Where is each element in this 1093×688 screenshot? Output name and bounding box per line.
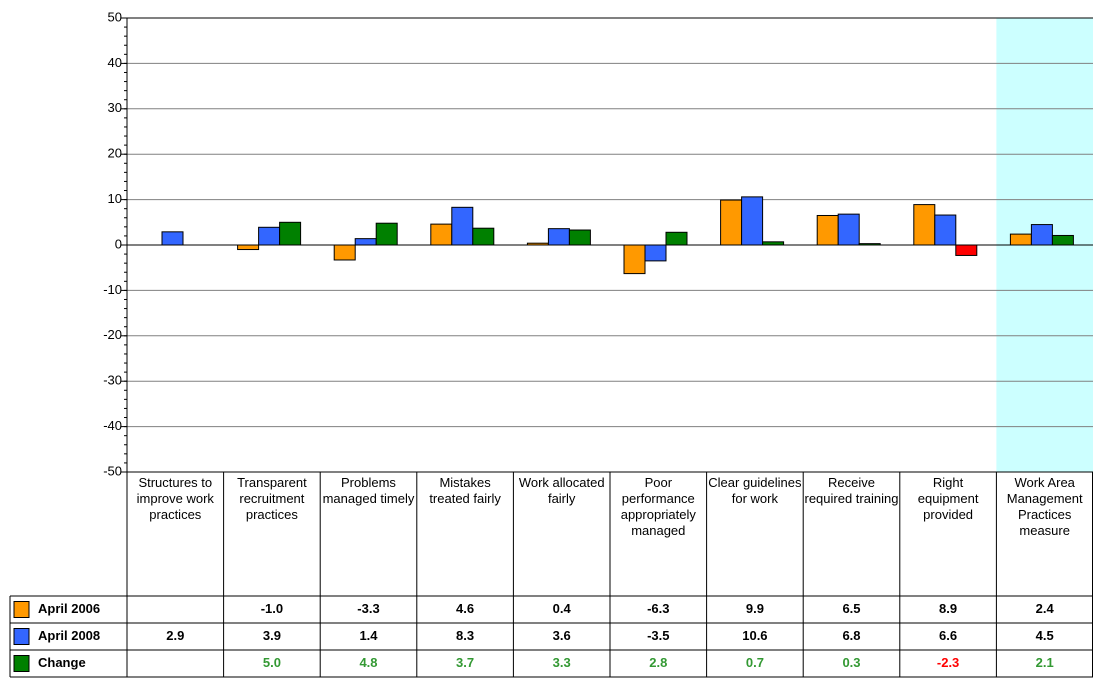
data-label: 2.4	[1036, 601, 1055, 616]
legend-swatch	[13, 655, 30, 672]
legend-swatch	[13, 628, 30, 645]
x-tick-label: Work allocated fairly	[518, 475, 605, 506]
y-tick-label: 40	[108, 55, 122, 70]
bar	[623, 244, 646, 275]
data-label: 6.8	[842, 628, 860, 643]
bar	[1009, 233, 1032, 246]
legend-label: Change	[38, 655, 86, 670]
y-tick-label: 0	[115, 236, 122, 251]
y-tick-label: -10	[103, 282, 122, 297]
category-cell: Right equipment provided	[917, 475, 979, 522]
bar	[430, 223, 453, 246]
data-label: 8.3	[456, 628, 474, 643]
x-tick-label: Problems managed timely	[322, 475, 415, 506]
bar	[333, 244, 356, 261]
data-label: 0.7	[746, 655, 764, 670]
bar	[451, 206, 474, 246]
bar	[837, 213, 860, 246]
y-tick-label: 10	[108, 191, 122, 206]
x-tick-label: Receive required training	[804, 475, 899, 506]
data-label: 2.1	[1036, 655, 1054, 670]
legend-swatch	[13, 601, 30, 618]
data-label: -3.5	[647, 628, 669, 643]
data-label: 4.5	[1036, 628, 1054, 643]
y-tick-label: -20	[103, 327, 122, 342]
y-tick-label: 50	[108, 9, 122, 24]
category-cell: Work Area Management Practices measure	[1006, 475, 1083, 538]
bar	[1051, 234, 1074, 246]
data-label: 2.9	[166, 628, 184, 643]
bar	[644, 244, 667, 262]
bar	[472, 227, 495, 246]
bar	[720, 199, 743, 246]
legend-label: April 2006	[38, 601, 100, 616]
y-tick-label: -50	[103, 463, 122, 478]
bar	[1030, 224, 1053, 246]
data-label: 8.9	[939, 601, 957, 616]
category-cell: Problems managed timely	[322, 475, 415, 506]
data-label: 3.7	[456, 655, 474, 670]
bar	[955, 244, 978, 256]
data-label: 10.6	[742, 628, 767, 643]
bar	[161, 231, 184, 246]
x-tick-label: Poor performance appropriately managed	[620, 475, 696, 538]
data-label: 4.8	[359, 655, 377, 670]
legend-label: April 2008	[38, 628, 100, 643]
x-tick-label: Clear guidelines for work	[708, 475, 802, 506]
bar	[237, 244, 260, 251]
data-label: 1.4	[359, 628, 378, 643]
bar	[741, 196, 764, 246]
x-tick-label: Structures to improve work practices	[136, 475, 214, 522]
category-cell: Poor performance appropriately managed	[620, 475, 696, 538]
y-tick-label: -30	[103, 373, 122, 388]
category-cell: Transparent recruitment practices	[237, 475, 307, 522]
data-label: 0.3	[842, 655, 860, 670]
data-label: 2.8	[649, 655, 667, 670]
data-label: -6.3	[647, 601, 669, 616]
data-label: 3.6	[553, 628, 571, 643]
data-label: 6.6	[939, 628, 957, 643]
data-label: 0.4	[553, 601, 572, 616]
data-label: 3.9	[263, 628, 281, 643]
data-label: -3.3	[357, 601, 379, 616]
bar	[258, 226, 281, 246]
category-cell: Receive required training	[804, 475, 899, 506]
data-label: 6.5	[842, 601, 860, 616]
bar	[375, 222, 398, 246]
y-tick-label: -40	[103, 418, 122, 433]
bar	[354, 238, 377, 246]
category-cell: Structures to improve work practices	[136, 475, 214, 522]
x-tick-label: Mistakes treated fairly	[429, 475, 501, 506]
data-label: -1.0	[261, 601, 283, 616]
y-tick-label: 30	[108, 100, 122, 115]
bar	[568, 229, 591, 246]
category-cell: Work allocated fairly	[518, 475, 605, 506]
data-label: 5.0	[263, 655, 281, 670]
bar	[279, 221, 302, 246]
x-tick-label: Right equipment provided	[917, 475, 979, 522]
x-tick-label: Transparent recruitment practices	[237, 475, 307, 522]
bar	[913, 204, 936, 246]
data-label: 9.9	[746, 601, 764, 616]
data-label: -2.3	[937, 655, 959, 670]
y-tick-label: 20	[108, 146, 122, 161]
x-tick-label: Work Area Management Practices measure	[1006, 475, 1083, 538]
data-label: 4.6	[456, 601, 474, 616]
bar	[934, 214, 957, 246]
bar	[665, 231, 688, 246]
data-label: 3.3	[553, 655, 571, 670]
category-cell: Mistakes treated fairly	[429, 475, 501, 506]
bar	[547, 228, 570, 246]
bar	[816, 214, 839, 246]
category-cell: Clear guidelines for work	[708, 475, 802, 506]
